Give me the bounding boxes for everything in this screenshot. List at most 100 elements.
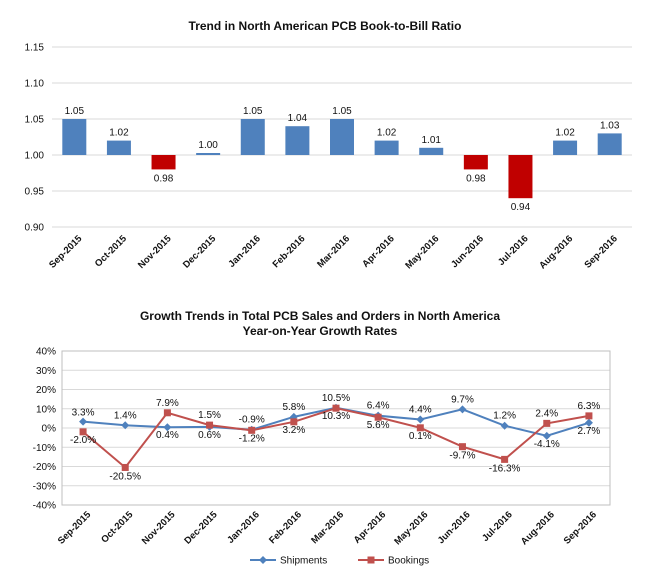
bookings-data-label: -9.7% (449, 451, 475, 462)
bar-data-label: 1.05 (332, 106, 352, 117)
line-category-label: Mar-2016 (309, 509, 346, 546)
bookings-point (248, 426, 256, 434)
line-category-label: Jul-2016 (480, 509, 515, 544)
bar-data-label: 1.02 (109, 128, 129, 139)
shipments-point (416, 415, 425, 424)
shipments-data-label: 0.4% (156, 430, 179, 441)
shipments-data-label: 0.6% (198, 430, 221, 441)
line-category-label: Aug-2016 (519, 509, 557, 547)
shipments-data-label: 5.8% (282, 402, 305, 413)
line-category-label: Nov-2015 (140, 509, 178, 547)
line-y-tick-label: -30% (33, 481, 56, 492)
shipments-point (458, 405, 467, 414)
bookings-point (290, 418, 298, 426)
bar-data-label: 0.98 (154, 173, 174, 184)
bar-category-label: Jan-2016 (226, 233, 263, 270)
line-category-label: May-2016 (392, 509, 430, 547)
bookings-data-label: -1.2% (239, 433, 265, 444)
bookings-data-label: 10.3% (322, 411, 350, 422)
bar-y-tick-label: 1.00 (25, 151, 45, 162)
bar-category-label: Jun-2016 (449, 233, 486, 270)
shipments-point (584, 418, 593, 427)
bookings-data-label: 3.2% (282, 425, 305, 436)
bar-nov-2015 (151, 155, 176, 170)
bookings-point (416, 424, 424, 432)
bookings-point (79, 428, 87, 436)
bar-data-label: 1.05 (243, 106, 263, 117)
line-category-label: Feb-2016 (267, 509, 304, 546)
shipments-point (542, 431, 551, 440)
line-category-label: Apr-2016 (352, 509, 389, 546)
bar-data-label: 1.03 (600, 120, 620, 131)
bookings-data-label: 2.4% (535, 408, 558, 419)
bar-category-label: Aug-2016 (537, 233, 575, 271)
shipments-point (121, 421, 130, 430)
shipments-data-label: 6.4% (367, 401, 390, 412)
line-category-label: Jan-2016 (225, 509, 262, 546)
line-plot-border (61, 350, 611, 506)
bookings-point (163, 409, 171, 417)
bar-chart-title: Trend in North American PCB Book-to-Bill… (189, 19, 462, 33)
line-y-tick-label: 0% (42, 424, 57, 435)
bar-may-2016 (419, 147, 444, 155)
bookings-data-label: 1.5% (198, 410, 221, 421)
shipments-data-label: 9.7% (451, 394, 474, 405)
line-y-tick-label: -10% (33, 443, 56, 454)
bar-data-label: 1.05 (65, 106, 85, 117)
bar-category-label: Feb-2016 (271, 233, 308, 270)
shipments-data-label: 1.2% (493, 411, 516, 422)
shipments-point (500, 421, 509, 430)
shipments-point (79, 417, 88, 426)
bar-category-label: Mar-2016 (315, 233, 352, 270)
bar-y-tick-label: 1.15 (25, 43, 45, 54)
bookings-point (332, 404, 340, 412)
line-y-tick-label: -40% (33, 501, 56, 512)
shipments-data-label: 4.4% (409, 405, 432, 416)
legend-bookings-marker (367, 556, 375, 564)
bar-aug-2016 (553, 140, 578, 155)
line-category-label: Dec-2015 (182, 509, 220, 547)
bookings-data-label: 6.3% (578, 401, 601, 412)
shipments-data-label: 3.3% (72, 408, 95, 419)
line-category-label: Jun-2016 (436, 509, 473, 546)
book-to-bill-bar-chart: Trend in North American PCB Book-to-Bill… (25, 19, 632, 271)
line-chart-subtitle: Year-on-Year Growth Rates (243, 324, 398, 338)
bar-category-label: Nov-2015 (136, 233, 174, 271)
shipments-data-label: 10.5% (322, 393, 350, 404)
line-chart-title: Growth Trends in Total PCB Sales and Ord… (140, 309, 500, 323)
line-category-label: Sep-2015 (56, 509, 94, 547)
bar-mar-2016 (330, 119, 354, 155)
bookings-point (121, 463, 129, 471)
bar-category-label: Sep-2015 (47, 233, 85, 271)
shipments-data-label: -0.9% (239, 415, 265, 426)
bar-category-label: Sep-2016 (583, 233, 620, 270)
bar-data-label: 1.00 (198, 140, 218, 151)
bookings-point (458, 443, 466, 451)
bar-apr-2016 (374, 140, 399, 155)
line-category-label: Oct-2015 (99, 509, 136, 546)
bar-category-label: May-2016 (403, 233, 441, 271)
legend-shipments-marker (259, 556, 267, 564)
bookings-data-label: -20.5% (109, 471, 141, 482)
bar-y-tick-label: 1.10 (25, 79, 45, 90)
bookings-point (501, 455, 509, 463)
shipments-data-label: 1.4% (114, 410, 137, 421)
bar-jan-2016 (240, 119, 265, 155)
bar-y-tick-label: 0.95 (25, 187, 45, 198)
growth-trends-line-chart: Growth Trends in Total PCB Sales and Ord… (33, 309, 611, 567)
bar-y-tick-label: 0.90 (25, 223, 45, 234)
bookings-point (585, 412, 593, 420)
bookings-point (543, 419, 551, 427)
bookings-data-label: -2.0% (70, 435, 96, 446)
bar-data-label: 1.02 (555, 128, 575, 139)
legend-shipments-label: Shipments (280, 556, 327, 567)
bookings-point (206, 421, 214, 429)
bar-data-label: 0.98 (466, 173, 486, 184)
bar-category-label: Apr-2016 (360, 233, 397, 270)
bookings-data-label: -16.3% (489, 463, 521, 474)
shipments-point (163, 423, 172, 432)
bookings-data-label: 0.1% (409, 431, 432, 442)
line-category-label: Sep-2016 (562, 509, 599, 546)
shipments-data-label: 2.7% (578, 426, 601, 437)
